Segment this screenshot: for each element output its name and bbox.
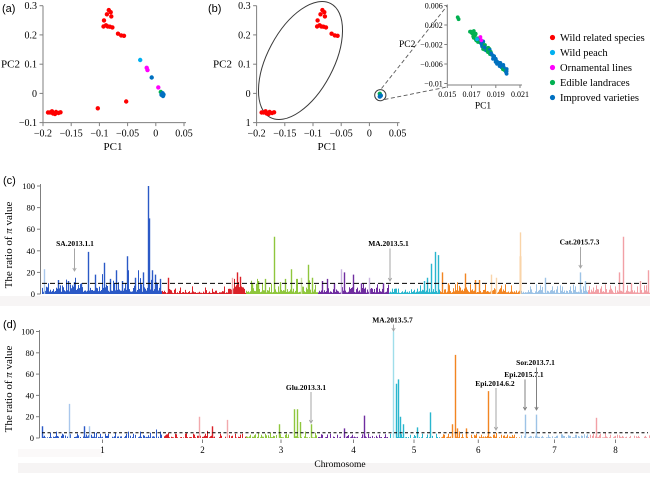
svg-text:−0.1: −0.1 (304, 129, 322, 140)
svg-text:PC1: PC1 (104, 141, 123, 153)
svg-text:Edible landraces: Edible landraces (560, 78, 630, 89)
svg-text:Wild peach: Wild peach (560, 48, 608, 59)
svg-text:PC1: PC1 (318, 141, 337, 153)
svg-text:The ratio of π value: The ratio of π value (3, 345, 15, 432)
svg-text:20: 20 (26, 412, 35, 422)
svg-text:−0.006: −0.006 (420, 60, 443, 69)
svg-text:6: 6 (476, 445, 481, 455)
svg-text:0.3: 0.3 (238, 1, 251, 12)
svg-text:60: 60 (27, 224, 36, 234)
svg-text:−0.2: −0.2 (34, 129, 52, 140)
svg-text:3: 3 (279, 445, 284, 455)
svg-text:0: 0 (153, 129, 158, 140)
svg-text:Sor.2013.7.1: Sor.2013.7.1 (516, 358, 555, 367)
svg-text:40: 40 (26, 390, 35, 400)
svg-text:−0.002: −0.002 (420, 40, 443, 49)
svg-text:(a): (a) (2, 3, 15, 15)
svg-text:0.05: 0.05 (175, 129, 193, 140)
svg-text:0: 0 (367, 129, 372, 140)
svg-text:0.017: 0.017 (463, 90, 481, 99)
svg-text:(d): (d) (3, 319, 16, 331)
svg-text:Cat.2015.7.3: Cat.2015.7.3 (560, 238, 600, 247)
svg-text:0: 0 (246, 89, 251, 100)
svg-text:Wild related species: Wild related species (560, 33, 645, 44)
svg-text:100: 100 (21, 327, 34, 337)
svg-text:PC2: PC2 (213, 59, 232, 71)
svg-text:PC2: PC2 (1, 59, 20, 71)
svg-text:Epi.2015.7.1: Epi.2015.7.1 (504, 370, 544, 379)
svg-text:Improved varieties: Improved varieties (560, 93, 639, 104)
svg-text:0.006: 0.006 (425, 1, 443, 10)
svg-text:0.019: 0.019 (487, 90, 505, 99)
svg-text:−0.05: −0.05 (330, 129, 353, 140)
svg-text:−0.01: −0.01 (424, 79, 443, 88)
svg-text:0.002: 0.002 (425, 21, 443, 30)
svg-text:SA.2013.1.1: SA.2013.1.1 (56, 239, 94, 248)
svg-text:(c): (c) (3, 175, 16, 187)
svg-text:0.015: 0.015 (438, 90, 456, 99)
svg-text:1: 1 (100, 445, 105, 455)
svg-text:0: 0 (30, 433, 34, 443)
svg-text:60: 60 (26, 369, 35, 379)
svg-text:5: 5 (412, 445, 417, 455)
svg-text:100: 100 (22, 181, 35, 191)
svg-text:0: 0 (32, 89, 37, 100)
svg-text:0.021: 0.021 (511, 90, 529, 99)
svg-text:Chromosome: Chromosome (314, 460, 365, 470)
svg-text:80: 80 (26, 348, 35, 358)
svg-text:0.1: 0.1 (238, 60, 251, 71)
svg-text:0.05: 0.05 (389, 129, 407, 140)
svg-text:7: 7 (552, 445, 557, 455)
svg-text:0.1: 0.1 (25, 60, 38, 71)
svg-text:80: 80 (27, 203, 36, 213)
svg-text:PC2: PC2 (399, 40, 416, 50)
svg-text:(b): (b) (208, 3, 221, 15)
svg-text:PC1: PC1 (475, 102, 492, 112)
svg-text:0.3: 0.3 (25, 1, 38, 12)
svg-text:2: 2 (200, 445, 205, 455)
svg-text:1: 1 (246, 118, 251, 129)
svg-text:Ornamental lines: Ornamental lines (560, 63, 632, 74)
svg-text:−0.1: −0.1 (90, 129, 108, 140)
svg-text:MA.2013.5.1: MA.2013.5.1 (368, 239, 409, 248)
svg-text:MA.2013.5.7: MA.2013.5.7 (372, 316, 413, 325)
svg-text:−0.1: −0.1 (19, 118, 37, 129)
svg-text:−0.15: −0.15 (273, 129, 296, 140)
svg-text:Epi.2014.6.2: Epi.2014.6.2 (475, 379, 515, 388)
svg-text:0: 0 (31, 289, 35, 299)
svg-text:20: 20 (27, 267, 36, 277)
svg-text:0.2: 0.2 (238, 30, 251, 41)
svg-text:40: 40 (27, 246, 36, 256)
svg-text:4: 4 (351, 445, 356, 455)
svg-text:−0.2: −0.2 (248, 129, 266, 140)
svg-text:0.2: 0.2 (25, 30, 38, 41)
svg-text:8: 8 (613, 445, 618, 455)
svg-text:−0.15: −0.15 (60, 129, 83, 140)
svg-text:Glu.2013.3.1: Glu.2013.3.1 (286, 383, 326, 392)
svg-text:The ratio of π value: The ratio of π value (3, 201, 15, 288)
svg-text:−0.05: −0.05 (116, 129, 139, 140)
